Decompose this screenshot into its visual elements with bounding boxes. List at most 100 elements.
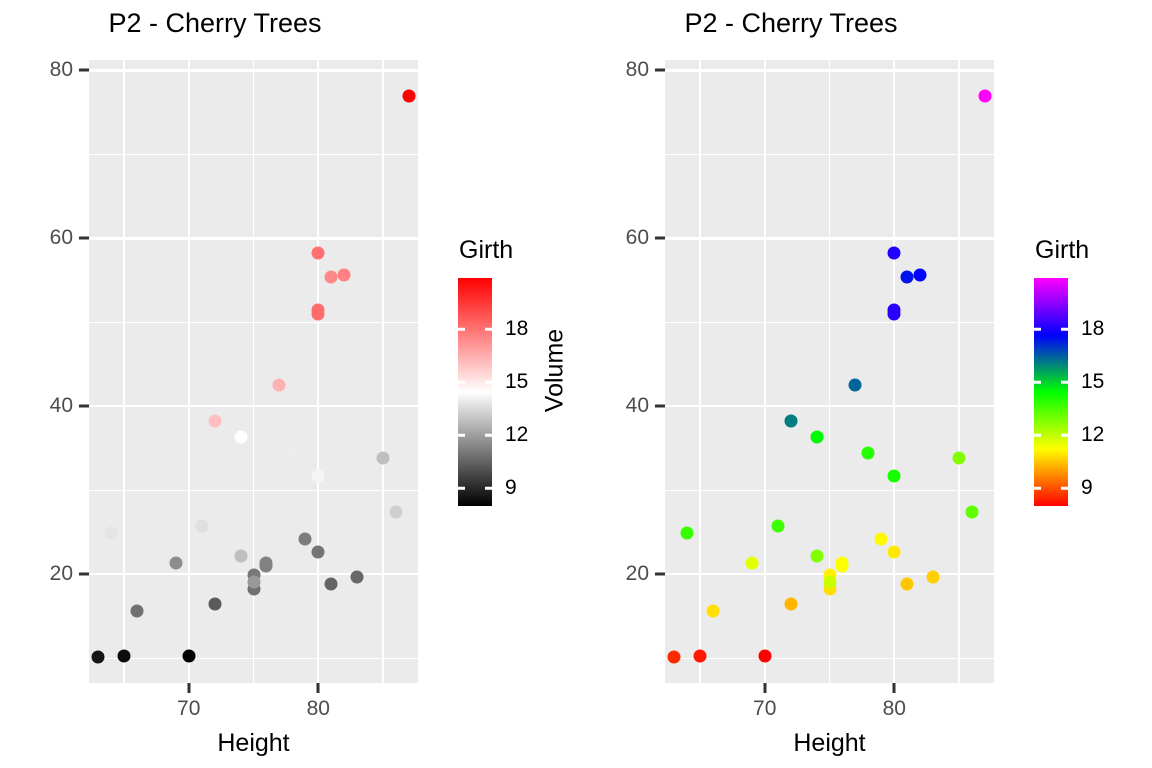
- scatter-point: [706, 604, 720, 618]
- scatter-point: [324, 577, 338, 591]
- scatter-point: [298, 532, 312, 546]
- colorbar-tick-left: [458, 328, 465, 331]
- colorbar-tick-label: 18: [505, 317, 529, 341]
- scatter-point: [234, 430, 248, 444]
- y-axis-tick-mark: [655, 572, 665, 576]
- scatter-point: [887, 307, 901, 321]
- scatter-point: [104, 526, 118, 540]
- gridline-major-vertical: [763, 60, 766, 683]
- y-axis-tick-mark: [655, 404, 665, 408]
- colorbar-tick-left: [458, 487, 465, 490]
- legend-title-left: Girth: [459, 236, 514, 264]
- page-title-left: P2 - Cherry Trees: [108, 8, 322, 38]
- colorbar-tick-left: [1034, 487, 1041, 490]
- colorbar-tick-right: [1061, 381, 1068, 384]
- scatter-point: [693, 649, 707, 663]
- scatter-point: [745, 556, 759, 570]
- gridline-minor-vertical: [252, 60, 255, 683]
- scatter-point: [376, 451, 390, 465]
- x-axis-tick-mark: [763, 683, 767, 693]
- colorbar-tick-label: 15: [505, 370, 529, 394]
- gridline-major-horizontal: [89, 69, 418, 72]
- scatter-point: [758, 649, 772, 663]
- scatter-point: [130, 604, 144, 618]
- gridline-major-horizontal: [665, 69, 994, 72]
- y-axis-tick-mark: [79, 572, 89, 576]
- colorbar-tick-right: [1061, 487, 1068, 490]
- scatter-point: [823, 575, 836, 589]
- legend-left: Girth 9 12 15 18: [0, 0, 528, 768]
- colorbar-tick-right: [485, 381, 492, 384]
- y-axis-tick-mark: [79, 404, 89, 408]
- scatter-point: [182, 649, 196, 663]
- y-axis-tick-label: 20: [49, 562, 73, 586]
- scatter-point: [667, 650, 681, 664]
- scatter-point: [337, 268, 351, 282]
- scatter-point: [810, 549, 824, 563]
- scatter-point: [311, 246, 325, 260]
- colorbar-tick-label: 12: [1081, 423, 1105, 447]
- gridline-minor-vertical: [958, 60, 960, 683]
- scatter-point: [91, 650, 105, 664]
- legend-right: Girth 9 12 15 18: [576, 0, 1104, 768]
- gridline-minor-vertical: [699, 60, 701, 683]
- page-title-right: P2 - Cherry Trees: [684, 8, 898, 38]
- gridline-major-vertical: [317, 60, 320, 683]
- colorbar-tick-left: [1034, 434, 1041, 437]
- scatter-point: [810, 430, 824, 444]
- gridline-major-horizontal: [89, 405, 418, 408]
- colorbar-tick-label: 15: [1081, 370, 1105, 394]
- colorbar-tick-left: [1034, 381, 1041, 384]
- y-axis-tick-label: 80: [49, 58, 73, 82]
- colorbar-tick-right: [1061, 434, 1068, 437]
- gridline-major-vertical: [187, 60, 190, 683]
- colorbar-tick-label: 12: [505, 423, 529, 447]
- scatter-point: [402, 89, 416, 103]
- x-axis-tick-label: 70: [753, 697, 777, 720]
- y-axis-tick-mark: [655, 68, 665, 72]
- scatter-point: [311, 545, 325, 559]
- scatter-point: [208, 414, 222, 428]
- scatter-point: [389, 505, 403, 519]
- colorbar-left: [458, 278, 492, 506]
- colorbar-tick-right: [485, 434, 492, 437]
- scatter-point: [887, 246, 901, 260]
- y-axis-tick-label: 80: [625, 58, 649, 82]
- scatter-point: [247, 575, 260, 589]
- scatter-point: [861, 446, 875, 460]
- scatter-point: [887, 545, 901, 559]
- colorbar-tick-left: [1034, 328, 1041, 331]
- y-axis-tick-label: 60: [49, 226, 73, 250]
- scatter-point: [978, 89, 992, 103]
- scatter-point: [952, 451, 966, 465]
- scatter-point: [784, 414, 798, 428]
- colorbar-right: [1034, 278, 1068, 506]
- x-axis-label-left: Height: [217, 729, 290, 757]
- y-axis-tick-mark: [79, 68, 89, 72]
- x-axis-label-right: Height: [793, 729, 866, 757]
- y-axis-tick-mark: [79, 236, 89, 240]
- colorbar-tick-right: [1061, 328, 1068, 331]
- scatter-point: [272, 378, 286, 391]
- scatter-point: [900, 577, 914, 591]
- colorbar-tick-right: [485, 487, 492, 490]
- y-axis-tick-label: 40: [625, 394, 649, 418]
- scatter-point: [900, 270, 914, 284]
- scatter-point: [874, 532, 888, 546]
- scatter-point: [259, 556, 273, 569]
- x-axis-tick-mark: [187, 683, 191, 693]
- colorbar-tick-label: 9: [1081, 476, 1093, 500]
- y-axis-tick-label: 40: [49, 394, 73, 418]
- scatter-point: [311, 469, 325, 483]
- scatter-point: [195, 519, 209, 533]
- scatter-point: [926, 570, 940, 584]
- gridline-major-horizontal: [89, 237, 418, 240]
- scatter-point: [234, 549, 248, 563]
- x-axis-tick-label: 80: [306, 697, 330, 720]
- scatter-point: [784, 597, 798, 611]
- scatter-point: [913, 268, 927, 282]
- gridline-major-horizontal: [665, 405, 994, 408]
- plot-panel-right: P2 - Cherry Trees Volume Height Girth 9 1…: [541, 0, 1152, 768]
- scatter-point: [208, 597, 222, 611]
